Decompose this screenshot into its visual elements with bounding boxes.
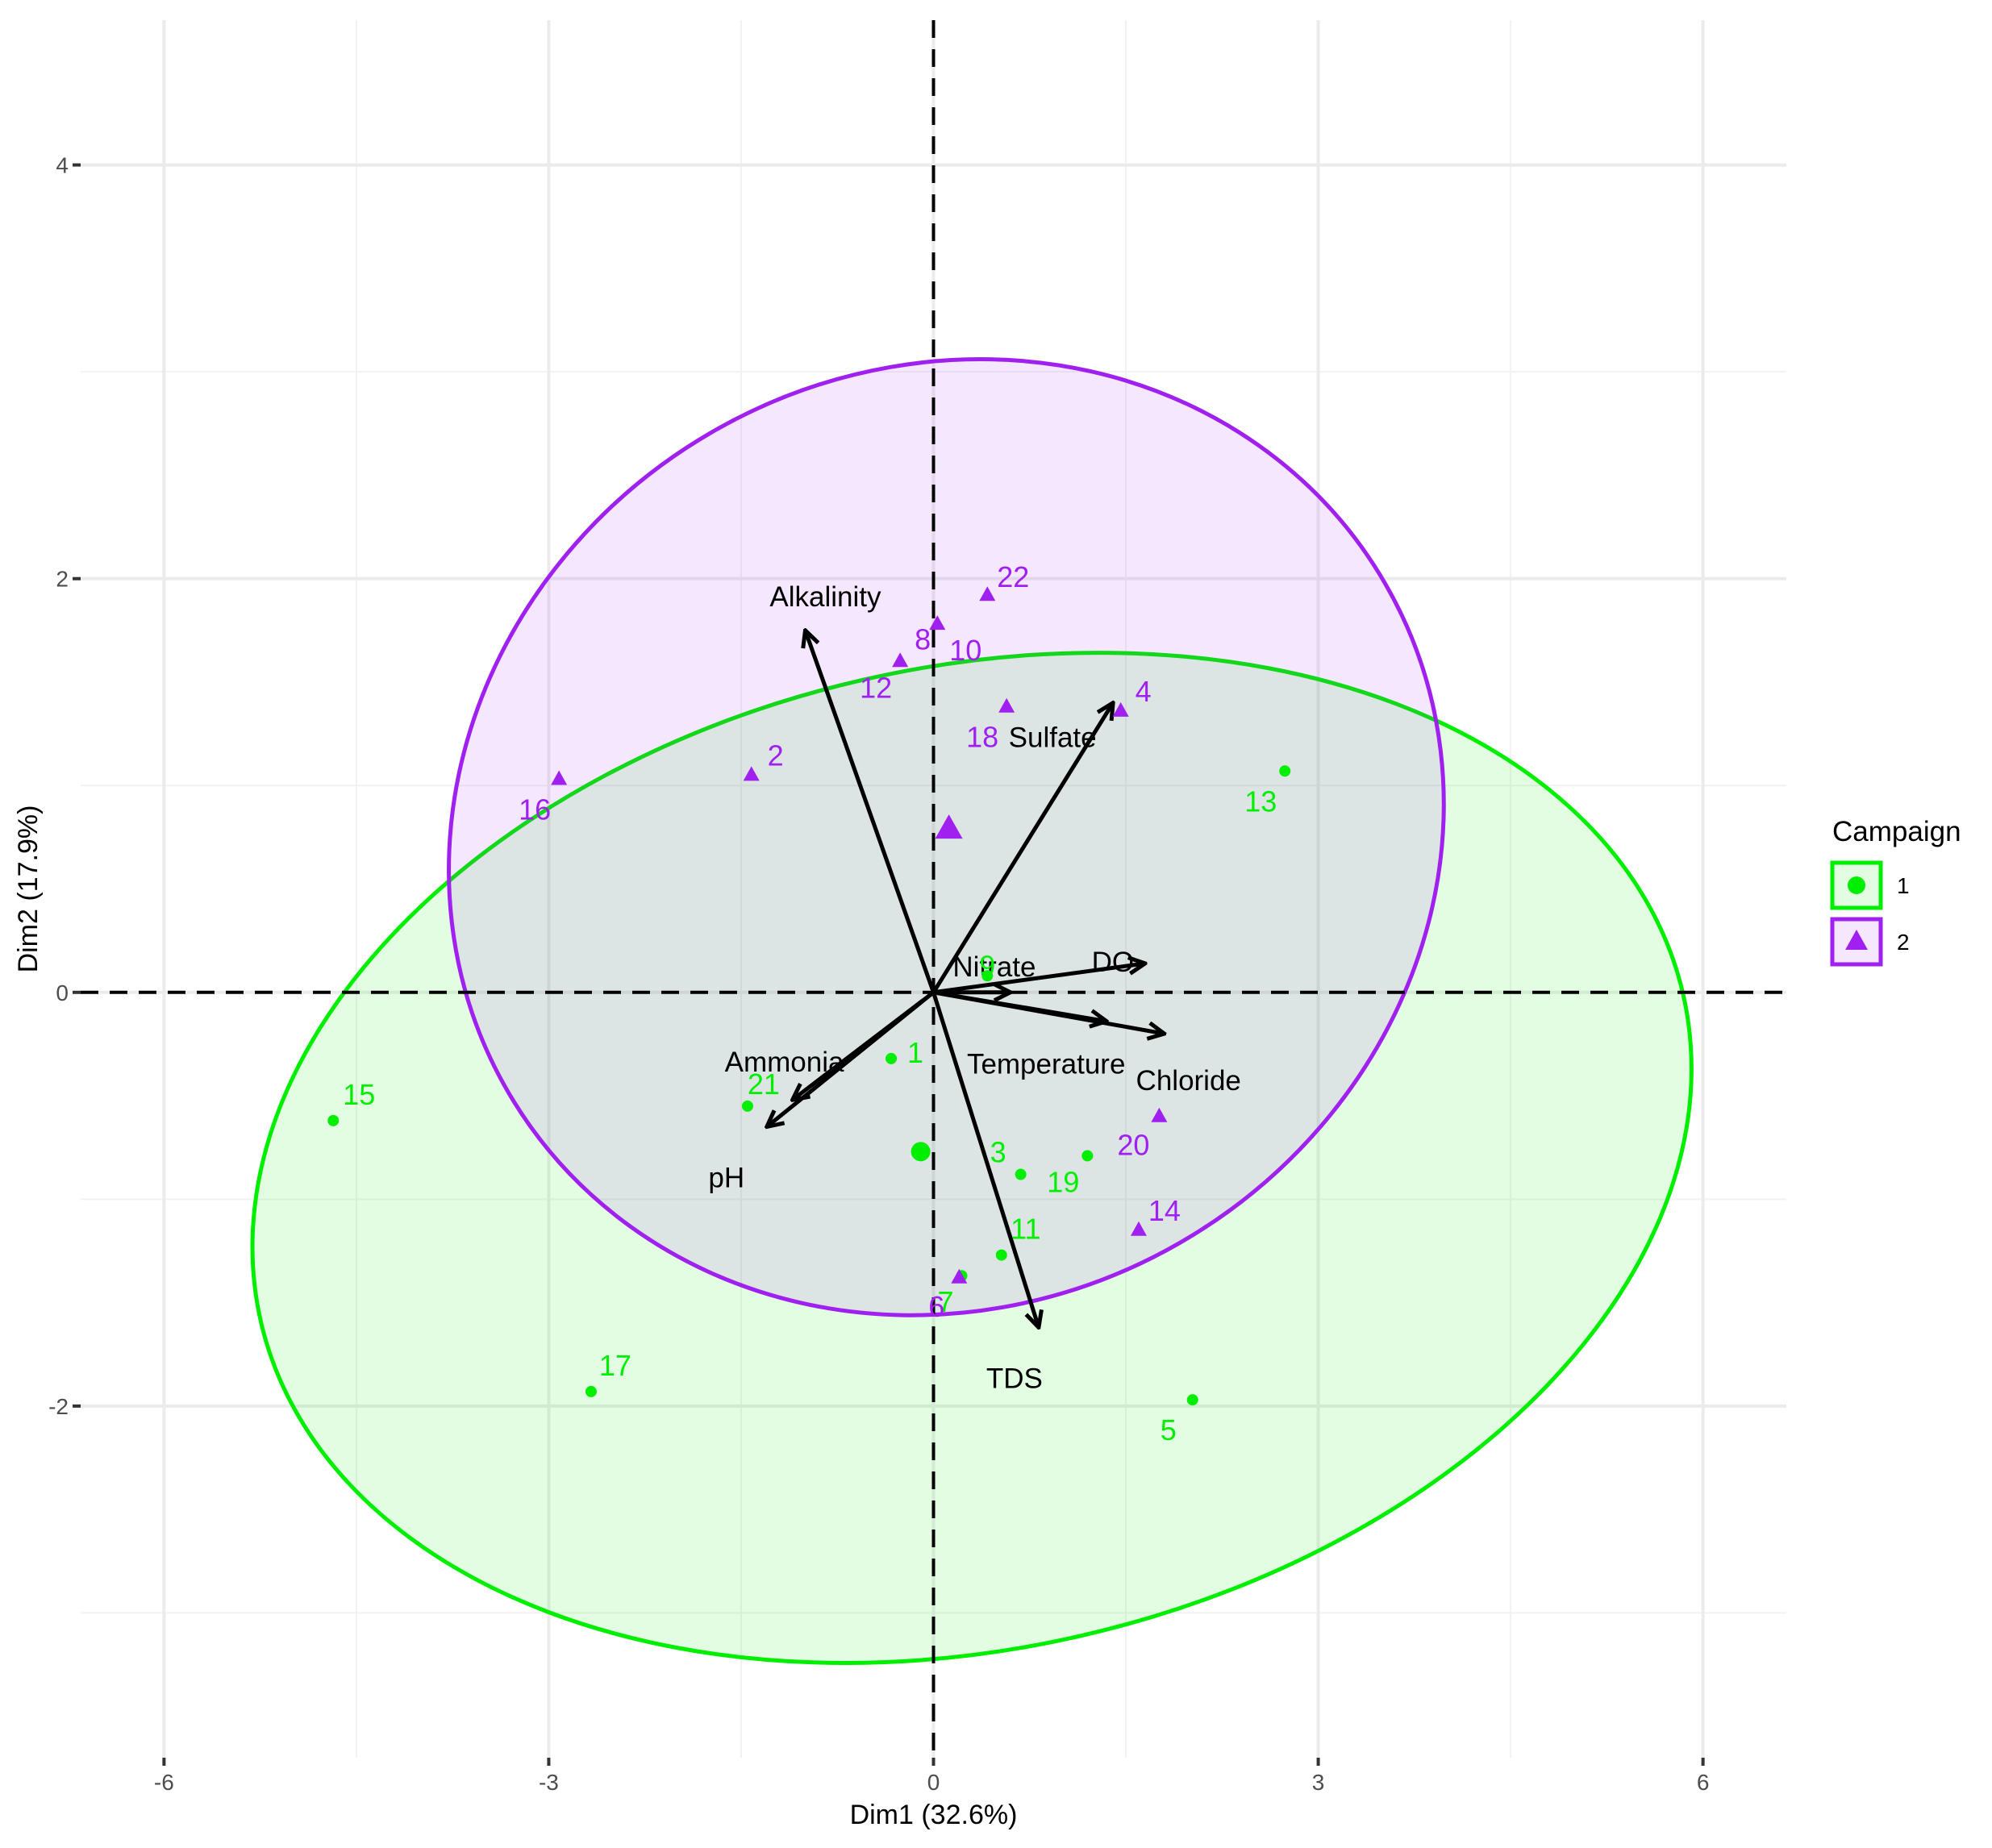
legend-label-2: 2 <box>1897 930 1910 955</box>
point-campaign-1 <box>886 1052 898 1064</box>
x-tick-label: 6 <box>1697 1770 1710 1795</box>
arrow-do <box>933 964 1145 995</box>
arrow-alkalinity <box>805 631 936 993</box>
y-tick-label: 4 <box>56 153 69 178</box>
variable-arrows: Alkalinity Sulfate Nitrate DO Temperature Chl… <box>708 581 1241 1395</box>
point-label: 8 <box>915 622 931 656</box>
point-campaign-1 <box>1015 1168 1027 1180</box>
x-tick-label: 0 <box>927 1770 940 1795</box>
point-label: 9 <box>979 949 995 982</box>
point-campaign-1 <box>327 1114 340 1126</box>
variable-label-sulfate: Sulfate <box>1009 722 1097 754</box>
point-campaign-2 <box>979 586 996 601</box>
point-campaign-1 <box>741 1100 753 1112</box>
x-tick-label: -3 <box>539 1770 559 1795</box>
point-campaign-2 <box>998 697 1015 713</box>
arrow-chloride <box>933 990 1165 1034</box>
point-campaign-1 <box>1186 1394 1198 1406</box>
variable-label-alkalinity: Alkalinity <box>769 581 881 613</box>
point-campaign-2 <box>551 770 568 785</box>
point-campaign-2 <box>1112 701 1129 717</box>
legend-symbol-circle <box>1848 876 1865 894</box>
point-label: 17 <box>599 1349 631 1382</box>
point-campaign-2 <box>892 652 909 668</box>
point-label: 16 <box>519 793 551 826</box>
x-tick-label: 3 <box>1312 1770 1325 1795</box>
point-label: 20 <box>1117 1129 1149 1162</box>
point-label: 2 <box>768 739 784 772</box>
variable-label-nitrate: Nitrate <box>952 951 1036 983</box>
point-label: 3 <box>990 1136 1006 1169</box>
point-label: 5 <box>1161 1413 1177 1446</box>
arrow-sulfate <box>931 703 1114 994</box>
x-tick-label: -6 <box>154 1770 174 1795</box>
variable-label-chloride: Chloride <box>1136 1065 1241 1097</box>
variable-label-ammonia: Ammonia <box>725 1047 844 1078</box>
point-label: 15 <box>343 1078 375 1111</box>
arrow-ph <box>767 990 936 1127</box>
legend-label-1: 1 <box>1897 873 1910 898</box>
point-label: 10 <box>949 634 981 667</box>
point-campaign-2 <box>743 766 760 781</box>
point-label: 22 <box>997 560 1029 593</box>
point-label: 18 <box>966 721 998 754</box>
point-campaign-1 <box>585 1385 597 1397</box>
y-tick-label: 0 <box>56 980 69 1005</box>
point-label: 7 <box>937 1285 953 1318</box>
grid <box>81 20 1786 1758</box>
legend: Campaign 1 2 <box>1830 816 1961 967</box>
point-campaign-1 <box>1081 1150 1094 1162</box>
centroid-campaign-2 <box>935 814 963 839</box>
point-label: 12 <box>860 671 892 704</box>
y-tick-label: -2 <box>48 1394 69 1419</box>
point-campaign-2 <box>1130 1221 1147 1236</box>
point-label: 6 <box>928 1290 944 1323</box>
point-label: 4 <box>1136 675 1152 708</box>
legend-symbol-triangle <box>1845 930 1868 950</box>
arrow-tds <box>931 992 1039 1328</box>
point-campaign-1 <box>995 1249 1007 1261</box>
point-label: 21 <box>748 1068 780 1101</box>
point-campaign-1 <box>1279 765 1291 777</box>
centroid-campaign-1 <box>911 1142 931 1162</box>
point-campaign-1 <box>981 970 994 982</box>
point-label: 14 <box>1148 1194 1181 1227</box>
axes: -6 -3 0 3 6 -2 0 2 4 <box>48 153 1709 1795</box>
point-campaign-2 <box>929 615 946 631</box>
variable-label-temperature: Temperature <box>967 1049 1125 1080</box>
x-axis-title: Dim1 (32.6%) <box>850 1800 1018 1830</box>
point-campaign-2 <box>951 1268 968 1284</box>
legend-title: Campaign <box>1832 816 1961 847</box>
point-campaign-2 <box>1151 1107 1168 1122</box>
point-label: 19 <box>1047 1165 1079 1198</box>
y-axis-title: Dim2 (17.9%) <box>13 805 44 973</box>
point-label: 11 <box>1011 1213 1040 1246</box>
variable-label-tds: TDS <box>986 1363 1043 1394</box>
point-label: 13 <box>1244 785 1277 818</box>
variable-label-do: DO <box>1092 947 1135 978</box>
point-label: 1 <box>907 1036 923 1069</box>
variable-label-ph: pH <box>708 1163 744 1194</box>
y-tick-label: 2 <box>56 567 69 592</box>
